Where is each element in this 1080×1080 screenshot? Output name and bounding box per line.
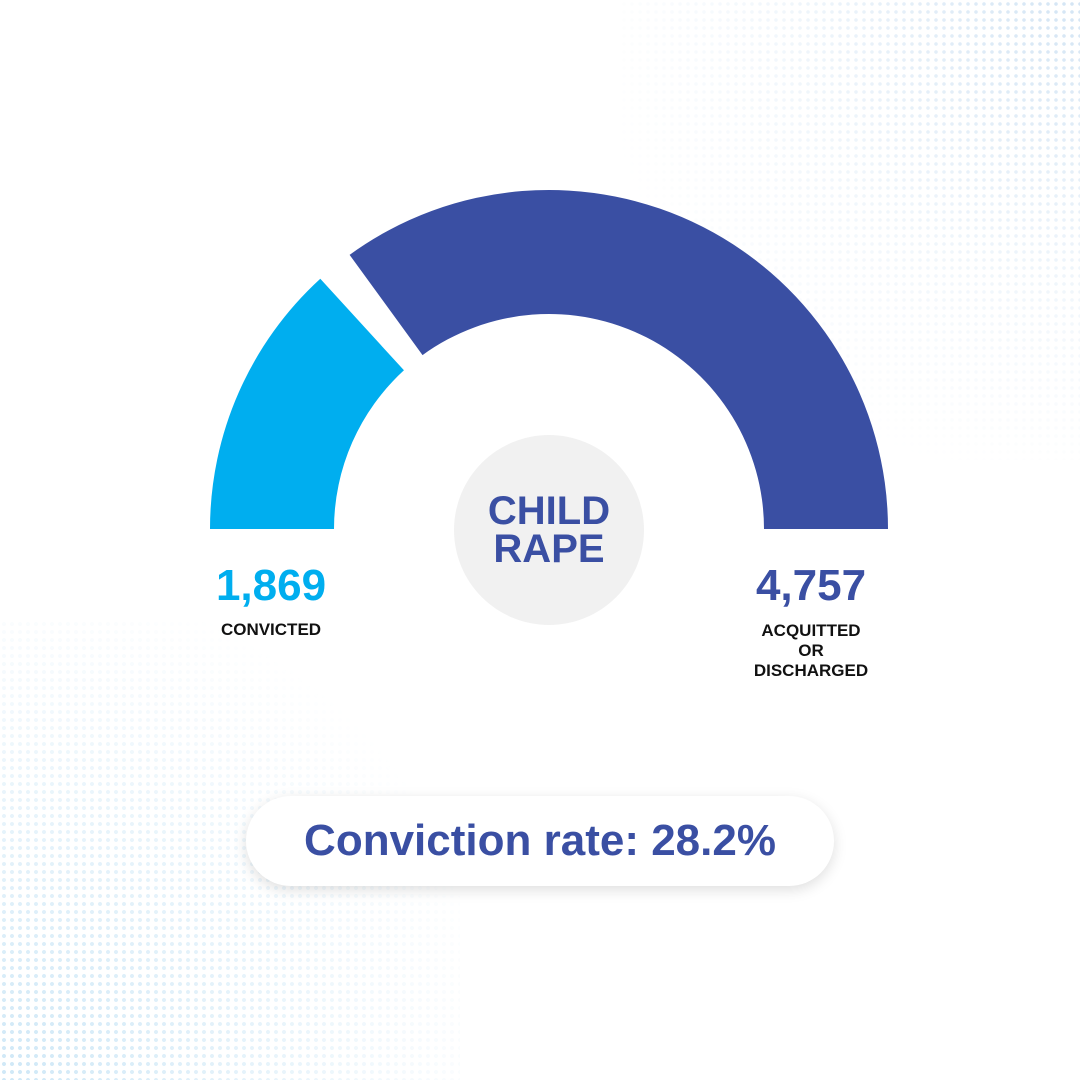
center-title: CHILD RAPE <box>487 489 611 571</box>
acquitted-value-label: 4,757 <box>755 561 867 610</box>
convicted-value-label: 1,869 <box>215 561 327 610</box>
acquitted-category-label: ACQUITTED OR DISCHARGED <box>753 621 869 680</box>
center-badge: CHILD RAPE <box>454 435 644 625</box>
acquitted-arc-segment <box>349 190 888 529</box>
conviction-rate-text: Conviction rate: 28.2% <box>304 816 776 865</box>
convicted-category-label: CONVICTED <box>220 620 322 639</box>
conviction-rate-pill: Conviction rate: 28.2% <box>246 796 834 886</box>
convicted-arc-segment <box>210 278 404 529</box>
